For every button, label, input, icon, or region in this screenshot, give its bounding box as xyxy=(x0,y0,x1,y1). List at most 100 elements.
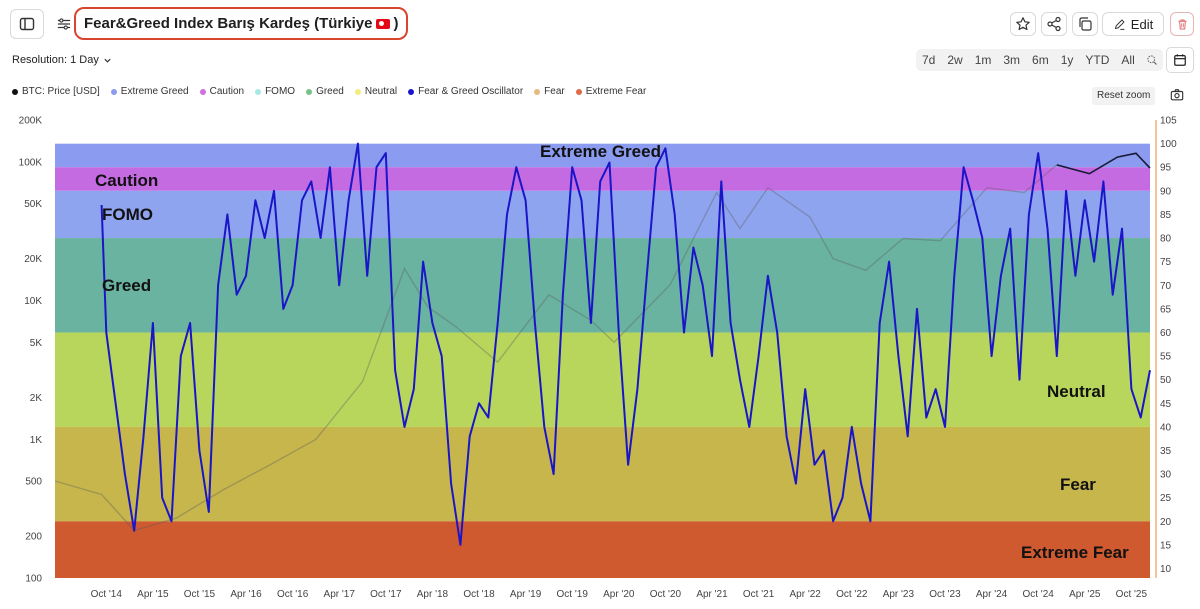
left-axis-tick-label: 500 xyxy=(25,477,42,488)
edit-button[interactable]: Edit xyxy=(1102,12,1164,36)
x-axis-tick-label: Apr '25 xyxy=(1069,589,1101,600)
calendar-button[interactable] xyxy=(1166,47,1194,73)
zone-band-neutral xyxy=(55,332,1150,427)
x-axis-tick-label: Apr '22 xyxy=(790,589,822,600)
zone-label-extreme-greed: Extreme Greed xyxy=(540,142,661,161)
x-axis-tick-label: Oct '19 xyxy=(557,589,589,600)
x-axis: Oct '14 Apr '15 Oct '15 Apr '16 Oct '16 Apr '… xyxy=(91,589,1148,600)
resolution-label: Resolution: 1 Day xyxy=(12,54,99,66)
x-axis-tick-label: Apr '20 xyxy=(603,589,635,600)
right-axis-tick-label: 45 xyxy=(1160,399,1172,410)
x-axis-tick-label: Apr '19 xyxy=(510,589,542,600)
range-3m[interactable]: 3m xyxy=(1003,53,1021,67)
delete-button[interactable] xyxy=(1170,12,1194,36)
range-6m[interactable]: 6m xyxy=(1032,53,1049,67)
reset-zoom-button[interactable]: Reset zoom xyxy=(1092,87,1156,105)
resolution-select[interactable]: Resolution: 1 Day xyxy=(12,54,112,66)
page-title-text: Fear&Greed Index Barış Kardeş (Türkiye xyxy=(84,15,373,32)
btc-price-line xyxy=(54,152,1151,532)
right-axis-tick-label: 105 xyxy=(1160,116,1177,127)
legend-label: Extreme Fear xyxy=(585,86,647,97)
right-axis-tick-label: 15 xyxy=(1160,540,1172,551)
turkey-flag-icon xyxy=(376,18,391,29)
copy-icon xyxy=(1079,17,1092,31)
screenshot-button[interactable] xyxy=(1170,88,1186,104)
oscillator-series xyxy=(100,142,1151,546)
left-axis-tick-label: 20K xyxy=(24,254,42,265)
zone-label-fomo: FOMO xyxy=(102,205,153,224)
x-axis-tick-label: Oct '22 xyxy=(836,589,868,600)
legend-dot xyxy=(534,88,541,95)
btc-price-line-recent xyxy=(1056,152,1151,175)
filter-list-icon[interactable] xyxy=(53,13,75,35)
legend-label: FOMO xyxy=(265,86,296,97)
share-button[interactable] xyxy=(1041,12,1067,36)
right-axis-tick-label: 60 xyxy=(1160,328,1172,339)
left-axis-tick-label: 200 xyxy=(25,532,42,543)
duplicate-button[interactable] xyxy=(1072,12,1098,36)
left-axis-tick-label: 200K xyxy=(19,116,43,127)
legend-item-oscillator[interactable]: Fear & Greed Oscillator xyxy=(408,86,523,97)
x-axis-tick-label: Oct '20 xyxy=(650,589,682,600)
right-axis-tick-label: 70 xyxy=(1160,281,1172,292)
right-y-axis: 105 100 95 90 85 80 75 70 65 60 55 50 45 40 35 30 25 20 15… xyxy=(1155,116,1177,578)
right-axis-tick-label: 35 xyxy=(1160,446,1172,457)
legend-item-extreme-fear[interactable]: Extreme Fear xyxy=(575,86,647,97)
range-1y[interactable]: 1y xyxy=(1060,53,1074,67)
zone-band-extreme-greed xyxy=(55,143,1150,168)
zone-label-fear: Fear xyxy=(1060,475,1096,494)
right-axis-tick-label: 10 xyxy=(1160,564,1172,575)
btc-price-series xyxy=(54,152,1151,532)
right-axis-tick-label: 100 xyxy=(1160,139,1177,150)
right-axis-tick-label: 75 xyxy=(1160,257,1172,268)
sidebar-toggle-button[interactable] xyxy=(10,9,44,39)
x-axis-tick-label: Apr '17 xyxy=(324,589,356,600)
zone-band-extreme-fear xyxy=(55,521,1150,578)
legend-item-btc-price[interactable]: BTC: Price [USD] xyxy=(12,86,100,97)
right-axis-tick-label: 65 xyxy=(1160,304,1172,315)
range-7d[interactable]: 7d xyxy=(922,53,936,67)
edit-button-label: Edit xyxy=(1130,16,1154,32)
right-axis-tick-label: 95 xyxy=(1160,163,1172,174)
zone-bands xyxy=(55,120,1150,578)
legend-item-caution[interactable]: Caution xyxy=(199,86,245,97)
right-axis-tick-label: 20 xyxy=(1160,517,1172,528)
range-ytd[interactable]: YTD xyxy=(1085,53,1110,67)
left-axis-tick-label: 5K xyxy=(30,338,43,349)
zone-band-greed xyxy=(55,238,1150,333)
left-axis-tick-label: 2K xyxy=(30,393,43,404)
range-2w[interactable]: 2w xyxy=(947,53,963,67)
page-title[interactable]: Fear&Greed Index Barış Kardeş (Türkiye) xyxy=(74,7,409,40)
zoom-search-icon xyxy=(1147,55,1157,65)
chevron-down-icon xyxy=(104,58,111,63)
favorite-button[interactable] xyxy=(1010,12,1036,36)
right-axis-tick-label: 85 xyxy=(1160,210,1172,221)
time-range-selector: 7d 2w 1m 3m 6m 1y YTD All xyxy=(916,49,1163,71)
plot-top-margin xyxy=(55,120,1150,144)
legend-item-extreme-greed[interactable]: Extreme Greed xyxy=(110,86,189,97)
x-axis-tick-label: Oct '17 xyxy=(370,589,402,600)
legend-label: Extreme Greed xyxy=(120,86,189,97)
zone-label-greed: Greed xyxy=(102,276,151,295)
left-axis-tick-label: 1K xyxy=(30,435,43,446)
fear-greed-chart[interactable]: Extreme Greed Caution FOMO Greed Neutral Fear… xyxy=(0,110,1200,609)
right-axis-tick-label: 30 xyxy=(1160,470,1172,481)
legend-item-fear[interactable]: Fear xyxy=(534,86,565,97)
range-all[interactable]: All xyxy=(1121,53,1135,67)
oscillator-line xyxy=(100,142,1151,546)
x-axis-tick-label: Oct '16 xyxy=(277,589,309,600)
x-axis-tick-label: Oct '24 xyxy=(1022,589,1054,600)
legend-item-greed[interactable]: Greed xyxy=(306,86,344,97)
zone-labels: Extreme Greed Caution FOMO Greed Neutral Fear… xyxy=(95,142,1129,562)
range-1m[interactable]: 1m xyxy=(974,53,992,67)
legend-item-neutral[interactable]: Neutral xyxy=(354,86,397,97)
right-axis-tick-label: 40 xyxy=(1160,422,1172,433)
zoom-search-button[interactable] xyxy=(1141,49,1163,71)
x-axis-tick-label: Oct '15 xyxy=(184,589,216,600)
legend-dot xyxy=(110,88,117,95)
legend-item-fomo[interactable]: FOMO xyxy=(255,86,295,97)
legend-label: Caution xyxy=(209,86,245,97)
zone-band-fomo xyxy=(55,190,1150,239)
page-title-close: ) xyxy=(393,15,399,32)
legend-dot xyxy=(306,88,313,95)
